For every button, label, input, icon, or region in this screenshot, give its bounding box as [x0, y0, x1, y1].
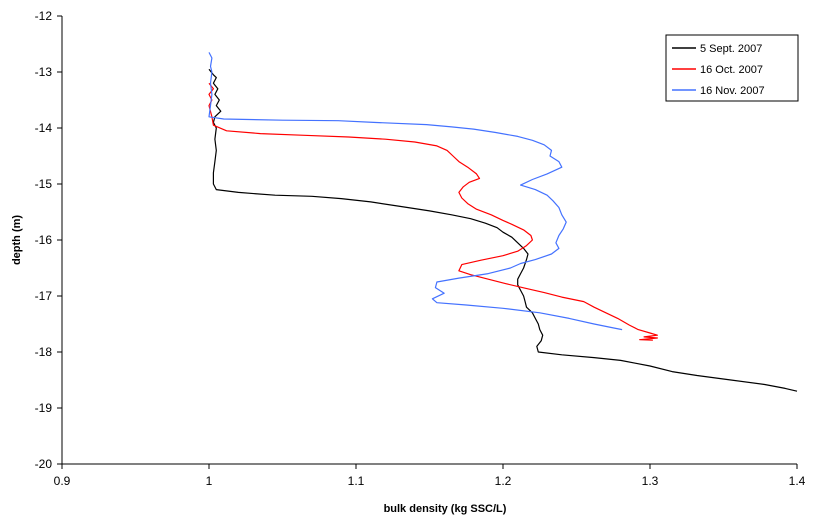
- legend-box: [665, 34, 799, 102]
- y-tick-label: -19: [35, 401, 53, 415]
- chart-series: [208, 52, 798, 392]
- y-axis-title: depth (m): [11, 215, 23, 265]
- legend: 5 Sept. 2007 16 Oct. 2007 16 Nov. 2007: [665, 34, 799, 102]
- x-axis-title: bulk density (kg SSC/L): [384, 503, 507, 515]
- x-tick-label: 0.9: [54, 474, 71, 488]
- series-line-2: [208, 82, 659, 341]
- y-tick-label: -15: [35, 177, 53, 191]
- y-tick-label: -20: [35, 457, 53, 471]
- series-line-3: [208, 52, 623, 331]
- x-tick-label: 1.1: [348, 474, 365, 488]
- y-tick-label: -16: [35, 233, 53, 247]
- x-tick-label: 1: [206, 474, 213, 488]
- x-tick-label: 1.3: [642, 474, 659, 488]
- x-tick-label: 1.2: [495, 474, 512, 488]
- y-tick-label: -18: [35, 345, 53, 359]
- legend-label: 16 Nov. 2007: [700, 85, 765, 97]
- legend-label: 5 Sept. 2007: [700, 43, 762, 55]
- chart-axes: 0.9 1 1.1 1.2 1.3 1.4 -12 -13 -14 -15 -16 -17 -18 -19…: [35, 9, 806, 488]
- x-tick-label: 1.4: [789, 474, 806, 488]
- y-tick-label: -13: [35, 65, 53, 79]
- y-tick-label: -14: [35, 121, 53, 135]
- y-tick-label: -17: [35, 289, 53, 303]
- series-line-1: [208, 68, 798, 392]
- y-tick-label: -12: [35, 9, 53, 23]
- legend-label: 16 Oct. 2007: [700, 64, 763, 76]
